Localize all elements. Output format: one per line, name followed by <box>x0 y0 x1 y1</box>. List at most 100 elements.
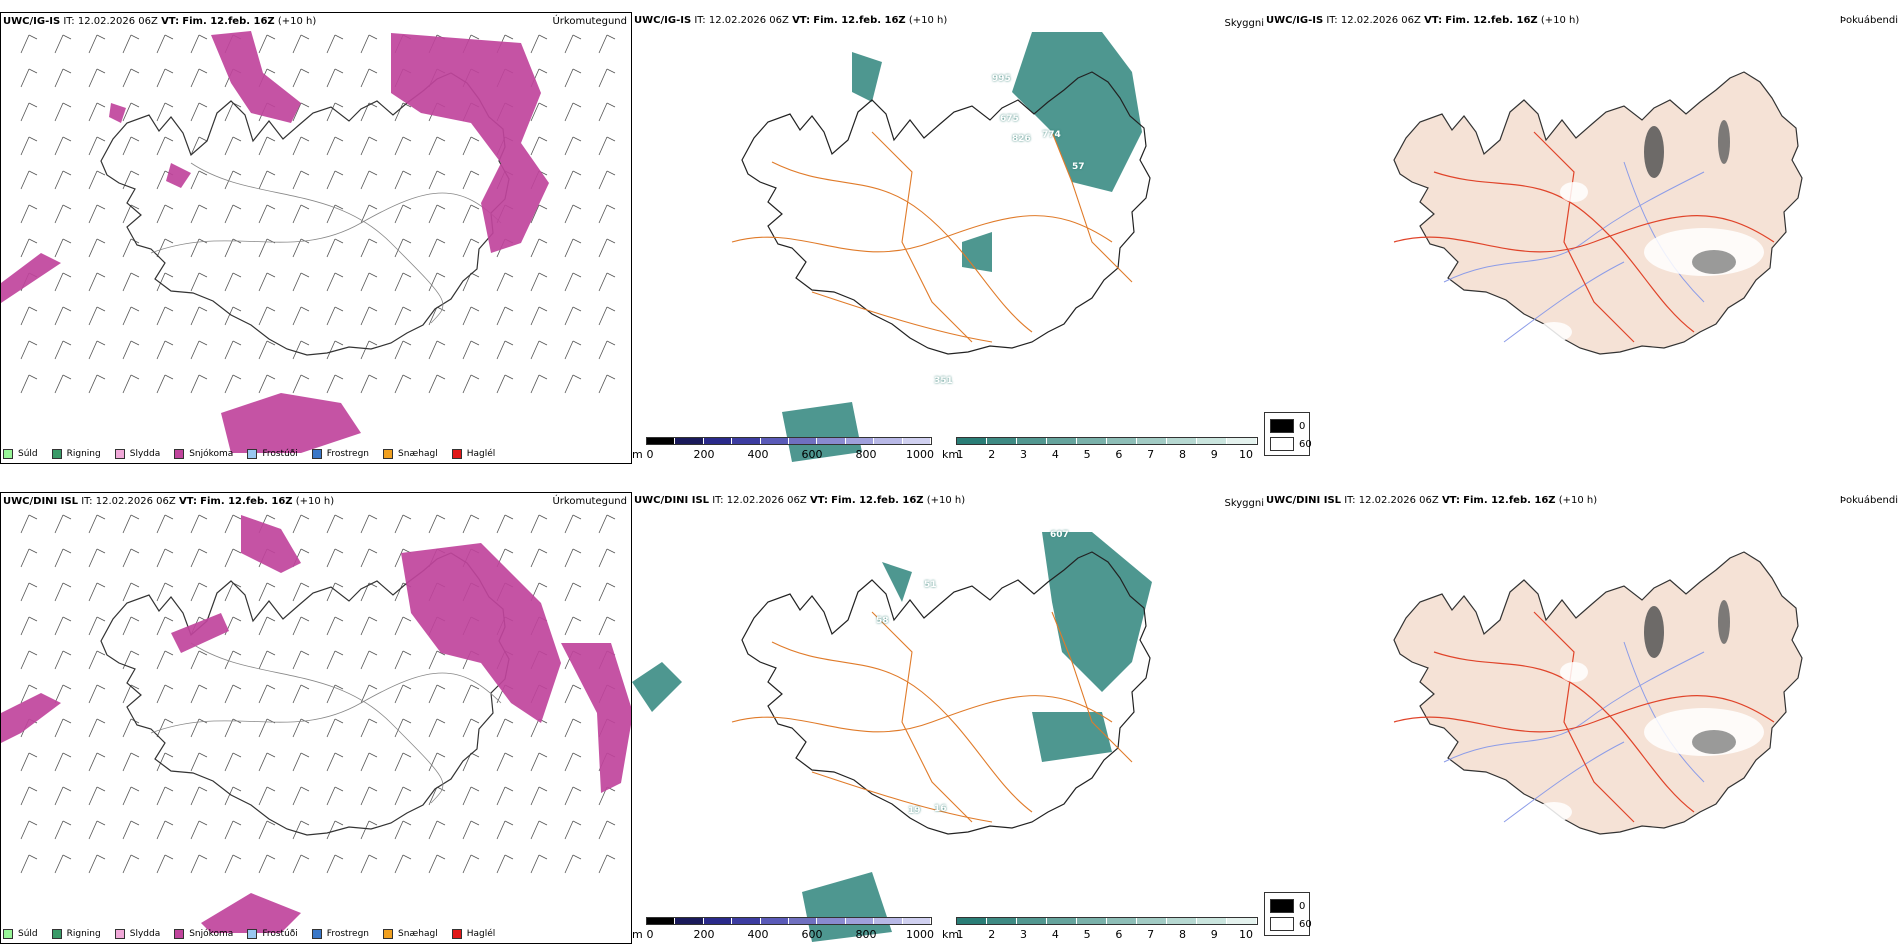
wind-barb <box>360 684 370 704</box>
wind-barb-flag <box>334 854 344 860</box>
wind-barb <box>394 684 404 704</box>
wind-barb-flag <box>402 752 412 758</box>
wind-barb <box>122 752 132 772</box>
wind-barb <box>530 820 540 840</box>
legend-label: Súld <box>18 929 38 939</box>
wind-barb-flag <box>402 718 412 724</box>
valid-time: Fim. 12.feb. 16Z <box>831 495 924 506</box>
wind-barb-flag <box>232 616 242 622</box>
wind-barb <box>20 170 30 190</box>
wind-barb <box>326 272 336 292</box>
wind-barb <box>360 68 370 88</box>
wind-barb-flag <box>96 340 106 346</box>
wind-barb-flag <box>28 136 38 142</box>
wind-barb-flag <box>164 820 174 826</box>
colorbar-tick: 6 <box>1115 448 1123 461</box>
wind-barb <box>462 820 472 840</box>
wind-barb <box>564 238 574 258</box>
wind-barb <box>394 718 404 738</box>
wind-barb <box>292 854 302 874</box>
colorbar-tick: 2 <box>988 448 996 461</box>
wind-barb <box>88 684 98 704</box>
wind-barb <box>54 272 64 292</box>
panel-header: UWC/IG-IS IT: 12.02.2026 06Z VT: Fim. 12… <box>3 16 316 27</box>
wind-barb-flag <box>402 306 412 312</box>
fog-shading <box>1718 600 1730 644</box>
wind-barb-flag <box>504 786 514 792</box>
legend-label: Slydda <box>129 929 161 939</box>
wind-barb-flag <box>62 854 72 860</box>
wind-barb <box>394 306 404 326</box>
wind-barb <box>88 272 98 292</box>
visibility-value-label: 607 <box>1050 530 1069 540</box>
wind-barb <box>462 786 472 806</box>
legend-swatch <box>51 929 62 939</box>
cloud-key-row: 60 <box>1270 437 1312 451</box>
cloud-title: Þokuábendi <box>1839 15 1898 26</box>
wind-barb <box>156 340 166 360</box>
colorbar-tick: 3 <box>1020 448 1028 461</box>
wind-barb-flag <box>164 374 174 380</box>
wind-barb <box>394 102 404 122</box>
colorbar-swatch <box>703 438 733 444</box>
wind-barb-flag <box>62 514 72 520</box>
wind-barb <box>428 752 438 772</box>
wind-barb-flag <box>266 272 276 278</box>
colorbar-tick: 800 <box>855 928 877 941</box>
wind-barb-flag <box>436 820 446 826</box>
wind-barb-flag <box>266 616 276 622</box>
wind-barb-flag <box>402 374 412 380</box>
model-name: UWC/IG-IS <box>634 15 692 26</box>
colorbar-tick: 0 <box>646 928 654 941</box>
init-label: IT: <box>81 496 93 507</box>
wind-barb-flag <box>334 68 344 74</box>
wind-barb-flag <box>334 170 344 176</box>
wind-barb-flag <box>130 204 140 210</box>
wind-barb-flag <box>334 548 344 554</box>
wind-barb <box>224 786 234 806</box>
wind-barb <box>54 102 64 122</box>
wind-barb-flag <box>606 548 616 554</box>
wind-barb-flag <box>538 34 548 40</box>
wind-barb <box>598 854 608 874</box>
wind-barb <box>326 34 336 54</box>
wind-barb-flag <box>198 204 208 210</box>
wind-barb <box>394 786 404 806</box>
wind-barb-flag <box>368 752 378 758</box>
wind-barb <box>224 340 234 360</box>
iceland-coastline <box>741 551 1151 835</box>
wind-barb <box>360 786 370 806</box>
wind-barb-flag <box>572 786 582 792</box>
cloud-map <box>1393 551 1803 835</box>
wind-barb <box>88 786 98 806</box>
wind-barb <box>598 272 608 292</box>
wind-barb-flag <box>572 204 582 210</box>
precip-title: Úrkomutegund <box>552 16 627 27</box>
road-line <box>1433 171 1695 333</box>
wind-barb-flag <box>130 548 140 554</box>
wind-barb-flag <box>572 68 582 74</box>
wind-barb-flag <box>334 752 344 758</box>
wind-barb <box>462 514 472 534</box>
wind-barb-flag <box>368 34 378 40</box>
wind-barb <box>258 272 268 292</box>
colorbar-swatch <box>1017 438 1047 444</box>
wind-barb <box>530 718 540 738</box>
wind-barb <box>360 616 370 636</box>
wind-barb <box>156 204 166 224</box>
colorbar-swatch <box>987 438 1017 444</box>
wind-barb-flag <box>402 238 412 244</box>
valid-label: VT: <box>792 15 811 26</box>
wind-barb-flag <box>334 340 344 346</box>
wind-barb <box>224 204 234 224</box>
wind-barb-flag <box>266 684 276 690</box>
wind-barb <box>360 204 370 224</box>
wind-barb-flag <box>300 204 310 210</box>
cloud-key-row: 0 <box>1270 899 1305 913</box>
wind-barb <box>428 820 438 840</box>
wind-barb-flag <box>266 514 276 520</box>
wind-barb <box>564 306 574 326</box>
wind-barb <box>190 272 200 292</box>
colorbar-swatch <box>760 918 790 924</box>
wind-barb-flag <box>62 718 72 724</box>
